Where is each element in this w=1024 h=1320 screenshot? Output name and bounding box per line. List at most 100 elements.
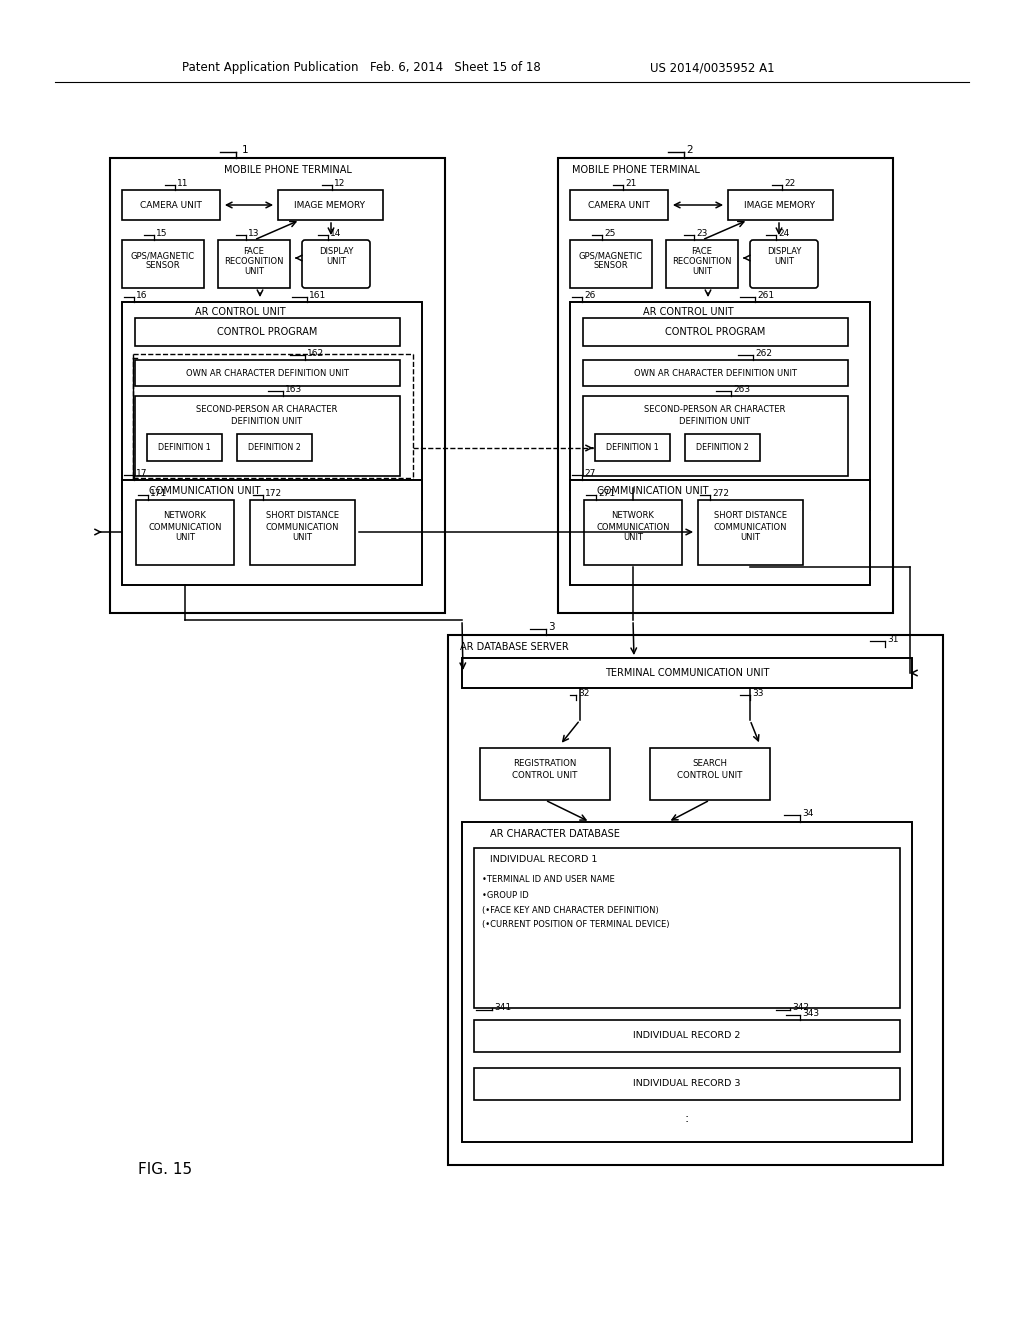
Text: 343: 343 [802, 1008, 819, 1018]
Text: NETWORK: NETWORK [164, 511, 207, 520]
Text: REGISTRATION: REGISTRATION [513, 759, 577, 767]
Text: UNIT: UNIT [292, 532, 312, 541]
Text: 263: 263 [733, 384, 751, 393]
Text: UNIT: UNIT [623, 532, 643, 541]
Text: 163: 163 [285, 384, 302, 393]
Bar [122, 480, 422, 585]
Text: UNIT: UNIT [326, 257, 346, 267]
Text: 25: 25 [604, 228, 615, 238]
Text: 13: 13 [248, 228, 259, 238]
Text: SHORT DISTANCE: SHORT DISTANCE [714, 511, 786, 520]
Bar [595, 434, 670, 461]
Text: SENSOR: SENSOR [145, 261, 180, 271]
Text: INDIVIDUAL RECORD 2: INDIVIDUAL RECORD 2 [633, 1031, 740, 1040]
Text: IMAGE MEMORY: IMAGE MEMORY [744, 201, 815, 210]
Text: SEARCH: SEARCH [692, 759, 727, 767]
Text: COMMUNICATION: COMMUNICATION [596, 523, 670, 532]
Text: AR CHARACTER DATABASE: AR CHARACTER DATABASE [490, 829, 620, 840]
Text: COMMUNICATION: COMMUNICATION [714, 523, 786, 532]
Text: DEFINITION UNIT: DEFINITION UNIT [231, 417, 302, 425]
Text: •TERMINAL ID AND USER NAME: •TERMINAL ID AND USER NAME [482, 875, 614, 884]
Text: GPS/MAGNETIC: GPS/MAGNETIC [131, 252, 195, 260]
Text: COMMUNICATION: COMMUNICATION [148, 523, 222, 532]
Text: 172: 172 [265, 488, 283, 498]
Bar [218, 240, 290, 288]
Text: UNIT: UNIT [692, 268, 712, 276]
Text: 171: 171 [150, 488, 167, 498]
Text: 17: 17 [136, 469, 147, 478]
Text: 271: 271 [598, 488, 615, 498]
Text: 21: 21 [625, 178, 636, 187]
Text: 3: 3 [548, 622, 555, 632]
Bar [474, 1068, 900, 1100]
Text: AR CONTROL UNIT: AR CONTROL UNIT [643, 308, 733, 317]
Text: DEFINITION UNIT: DEFINITION UNIT [680, 417, 751, 425]
Bar [462, 657, 912, 688]
Text: 262: 262 [755, 348, 772, 358]
Text: 34: 34 [802, 808, 813, 817]
Text: UNIT: UNIT [175, 532, 195, 541]
Text: 23: 23 [696, 228, 708, 238]
Text: FACE: FACE [244, 248, 264, 256]
Text: SHORT DISTANCE: SHORT DISTANCE [265, 511, 339, 520]
Text: 12: 12 [334, 178, 345, 187]
Text: 342: 342 [792, 1003, 809, 1012]
Text: US 2014/0035952 A1: US 2014/0035952 A1 [650, 62, 774, 74]
Bar [570, 480, 870, 585]
Text: 11: 11 [177, 178, 188, 187]
Text: COMMUNICATION UNIT: COMMUNICATION UNIT [150, 486, 261, 496]
Text: SECOND-PERSON AR CHARACTER: SECOND-PERSON AR CHARACTER [197, 405, 338, 414]
Text: COMMUNICATION UNIT: COMMUNICATION UNIT [597, 486, 709, 496]
Bar [122, 240, 204, 288]
Text: MOBILE PHONE TERMINAL: MOBILE PHONE TERMINAL [224, 165, 352, 176]
Text: 32: 32 [578, 689, 590, 697]
Text: MOBILE PHONE TERMINAL: MOBILE PHONE TERMINAL [572, 165, 699, 176]
Text: 161: 161 [309, 290, 327, 300]
Text: 14: 14 [330, 228, 341, 238]
Text: FACE: FACE [691, 248, 713, 256]
Text: 33: 33 [752, 689, 764, 697]
Bar [449, 635, 943, 1166]
Text: :: : [685, 1111, 689, 1125]
Bar [583, 396, 848, 477]
Text: 24: 24 [778, 228, 790, 238]
Bar [685, 434, 760, 461]
Bar [110, 158, 445, 612]
Text: 27: 27 [584, 469, 595, 478]
Text: OWN AR CHARACTER DEFINITION UNIT: OWN AR CHARACTER DEFINITION UNIT [185, 368, 348, 378]
Bar [122, 190, 220, 220]
Text: OWN AR CHARACTER DEFINITION UNIT: OWN AR CHARACTER DEFINITION UNIT [634, 368, 797, 378]
Text: DEFINITION 2: DEFINITION 2 [248, 444, 300, 453]
Text: NETWORK: NETWORK [611, 511, 654, 520]
Text: 16: 16 [136, 290, 147, 300]
Bar [250, 500, 355, 565]
Text: INDIVIDUAL RECORD 3: INDIVIDUAL RECORD 3 [633, 1080, 740, 1089]
Bar [147, 434, 222, 461]
Bar [136, 500, 234, 565]
Text: Feb. 6, 2014   Sheet 15 of 18: Feb. 6, 2014 Sheet 15 of 18 [370, 62, 541, 74]
Bar [728, 190, 833, 220]
Bar [474, 847, 900, 1008]
Text: DEFINITION 1: DEFINITION 1 [605, 444, 658, 453]
FancyBboxPatch shape [302, 240, 370, 288]
Text: DISPLAY: DISPLAY [767, 248, 801, 256]
Text: IMAGE MEMORY: IMAGE MEMORY [295, 201, 366, 210]
Bar [135, 360, 400, 385]
Text: SENSOR: SENSOR [594, 261, 629, 271]
Bar [278, 190, 383, 220]
Text: (•CURRENT POSITION OF TERMINAL DEVICE): (•CURRENT POSITION OF TERMINAL DEVICE) [482, 920, 670, 929]
Bar [558, 158, 893, 612]
Bar [570, 302, 870, 510]
Text: 341: 341 [494, 1003, 511, 1012]
Text: CAMERA UNIT: CAMERA UNIT [588, 201, 650, 210]
Text: FIG. 15: FIG. 15 [138, 1163, 193, 1177]
Text: DEFINITION 1: DEFINITION 1 [158, 444, 210, 453]
Text: SECOND-PERSON AR CHARACTER: SECOND-PERSON AR CHARACTER [644, 405, 785, 414]
Text: COMMUNICATION: COMMUNICATION [265, 523, 339, 532]
FancyBboxPatch shape [750, 240, 818, 288]
Bar [462, 822, 912, 1142]
Text: CONTROL PROGRAM: CONTROL PROGRAM [217, 327, 317, 337]
Text: 2: 2 [686, 145, 692, 154]
Text: Patent Application Publication: Patent Application Publication [182, 62, 358, 74]
Text: AR DATABASE SERVER: AR DATABASE SERVER [460, 642, 568, 652]
